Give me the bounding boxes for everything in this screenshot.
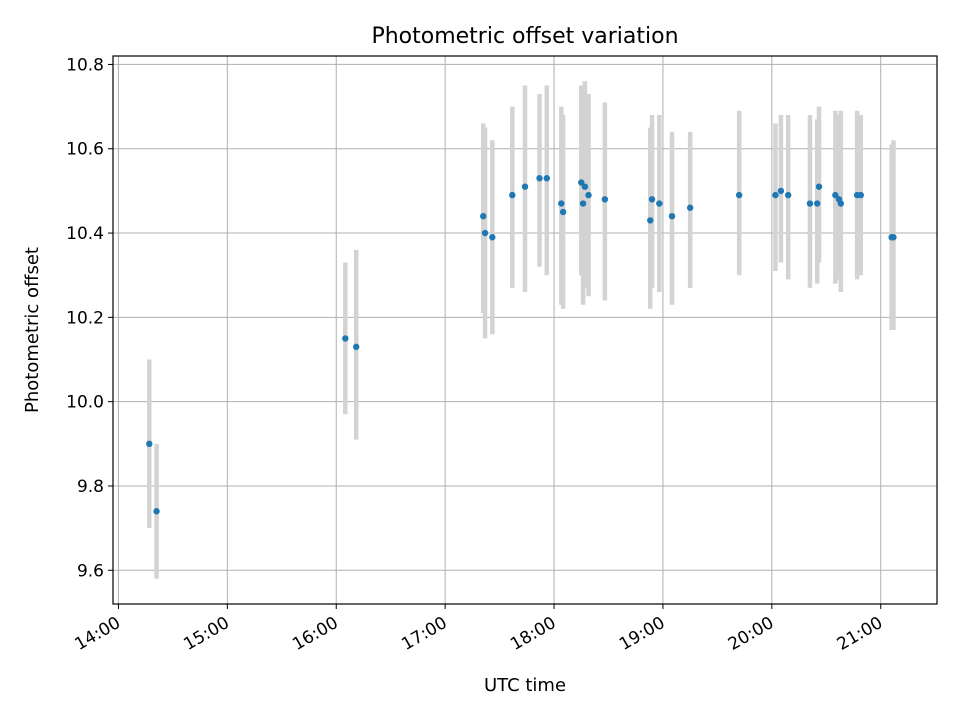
- y-axis-label: Photometric offset: [22, 247, 43, 413]
- y-tick-label: 9.6: [77, 561, 104, 581]
- data-point: [579, 200, 587, 207]
- error-bars: [147, 81, 896, 579]
- data-point: [647, 217, 654, 224]
- x-tick-label: 15:00: [180, 613, 232, 655]
- x-tick-label: 21:00: [834, 613, 886, 655]
- y-tick-label: 10.2: [66, 308, 104, 328]
- y-tick-label: 10.0: [66, 393, 104, 413]
- data-point: [153, 508, 160, 515]
- x-axis-ticks: 14:00 15:00 16:00 17:00 18:00 19:00 20:00 21:00: [72, 604, 886, 655]
- data-point: [480, 212, 487, 220]
- data-point: [656, 200, 663, 207]
- data-point: [353, 343, 360, 351]
- data-point: [489, 234, 496, 241]
- x-tick-label: 16:00: [289, 613, 341, 655]
- data-point: [342, 335, 349, 342]
- data-point: [146, 440, 153, 448]
- data-point: [814, 200, 821, 207]
- data-point: [578, 179, 585, 186]
- data-point: [585, 191, 592, 199]
- y-tick-label: 10.6: [66, 140, 104, 160]
- data-point: [832, 191, 839, 199]
- data-point: [543, 175, 550, 182]
- plot-frame: [112, 55, 938, 605]
- data-point: [521, 183, 529, 190]
- y-axis-ticks: 9.6 9.8 10.0 10.2 10.4 10.6 10.8: [66, 55, 113, 581]
- data-point: [509, 191, 516, 199]
- data-point: [890, 234, 897, 241]
- x-tick-label: 19:00: [616, 613, 668, 655]
- data-point: [481, 229, 489, 237]
- data-point: [601, 196, 609, 203]
- data-point: [772, 191, 779, 199]
- x-axis-label: UTC time: [484, 675, 566, 696]
- data-point: [536, 175, 543, 182]
- data-point: [837, 200, 845, 207]
- data-point: [648, 196, 656, 203]
- data-point: [857, 191, 864, 199]
- y-tick-label: 10.8: [66, 55, 104, 75]
- data-point: [668, 212, 676, 220]
- data-point: [735, 191, 743, 199]
- chart-title: Photometric offset variation: [371, 24, 678, 49]
- x-tick-label: 18:00: [507, 613, 559, 655]
- x-tick-label: 17:00: [398, 613, 450, 655]
- data-point: [806, 200, 814, 207]
- data-point: [558, 200, 565, 207]
- data-point: [777, 187, 785, 195]
- x-tick-label: 14:00: [72, 613, 124, 655]
- y-tick-label: 9.8: [77, 477, 104, 497]
- data-point: [686, 204, 694, 211]
- data-point: [559, 208, 567, 216]
- data-point: [815, 183, 823, 190]
- data-points: [146, 175, 897, 515]
- data-point: [784, 191, 792, 199]
- x-tick-label: 20:00: [725, 613, 777, 655]
- data-point: [581, 183, 589, 190]
- y-tick-label: 10.4: [66, 224, 104, 244]
